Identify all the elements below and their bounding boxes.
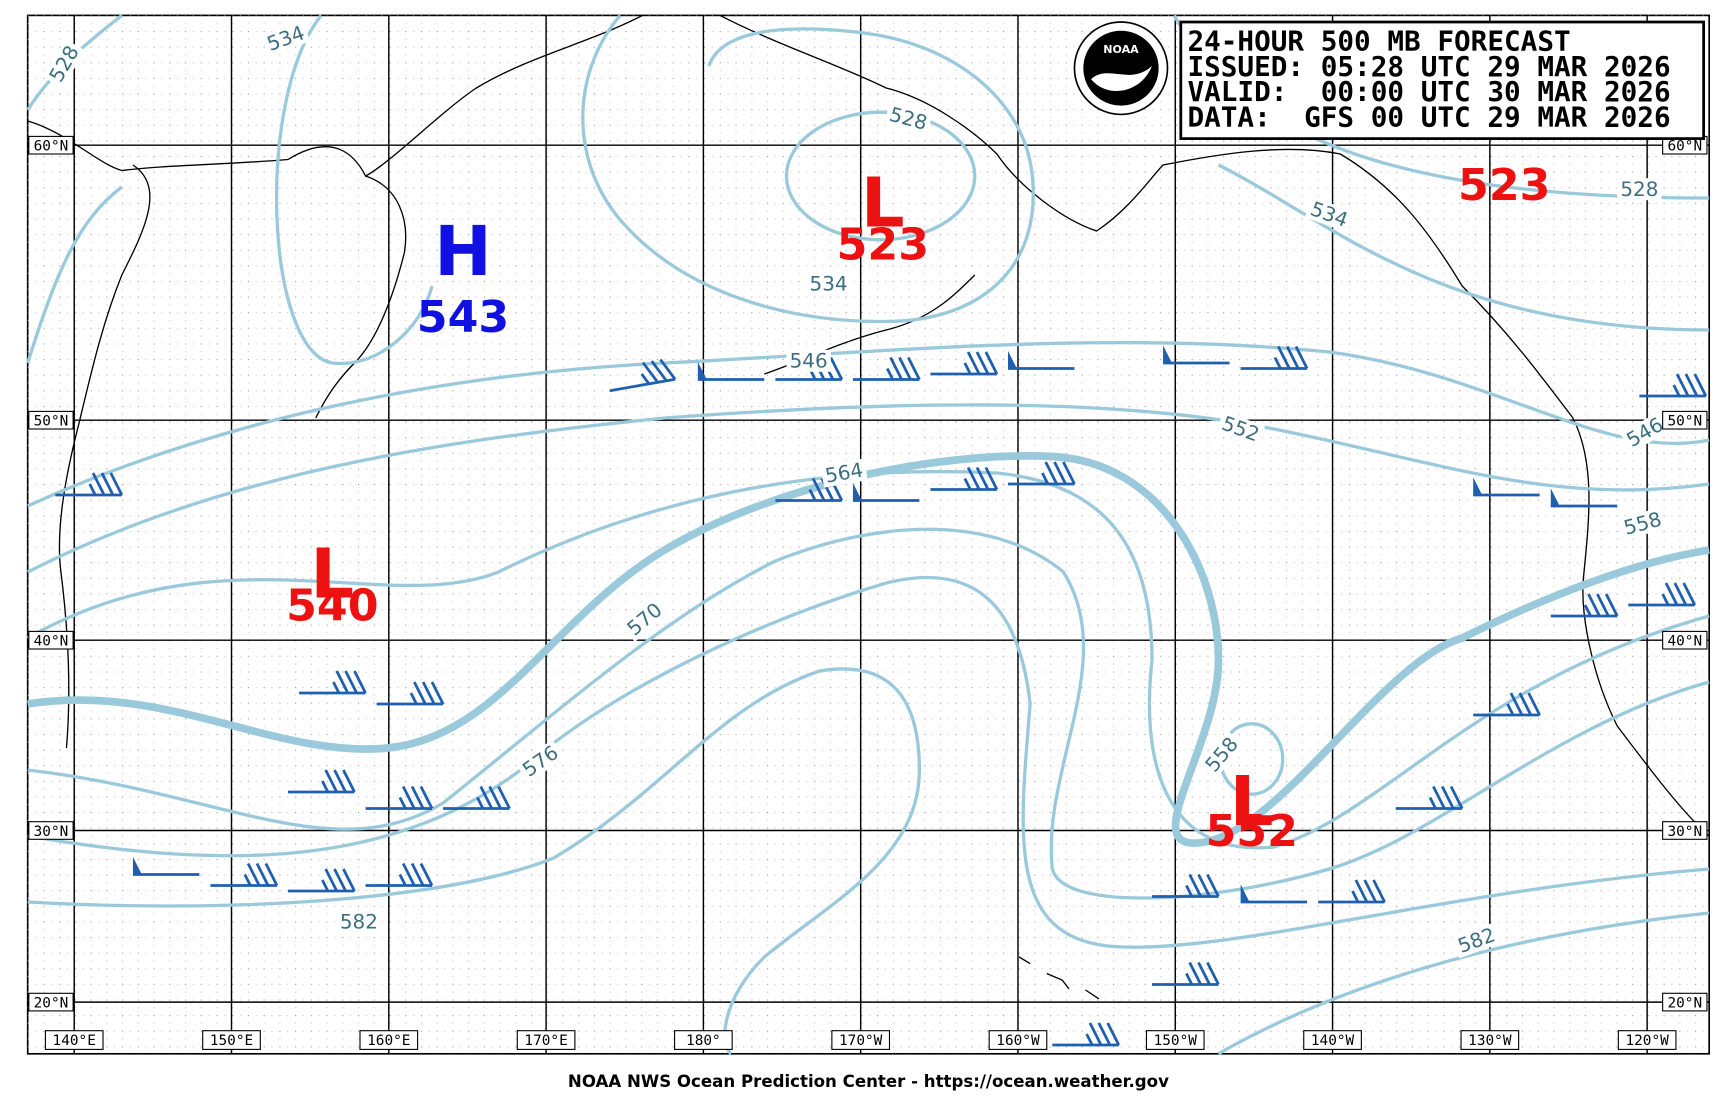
label-box [1662, 630, 1708, 650]
latitude-label: 50°N [1667, 414, 1702, 430]
label-box [1303, 1030, 1362, 1050]
label-gap [806, 272, 851, 295]
label-box [44, 1030, 104, 1050]
label-box [988, 1030, 1048, 1050]
label-box [28, 410, 74, 430]
longitude-label: 150°W [1154, 1033, 1198, 1049]
contour-labels: 5285345285345465525645705765825585825345… [43, 20, 1670, 959]
label-box [28, 135, 74, 155]
latitude-label: 20°N [34, 996, 69, 1012]
label-gap [786, 349, 831, 372]
label-gap [1216, 411, 1266, 447]
longitude-label: 140°W [1311, 1033, 1355, 1049]
label-gap [1451, 922, 1502, 959]
label-gap [336, 910, 382, 933]
contour-label: 546 [790, 349, 828, 372]
label-box [1662, 821, 1708, 840]
longitude-label: 180° [686, 1033, 721, 1049]
center-value: 552 [1205, 806, 1297, 857]
label-gap [516, 739, 566, 783]
latitude-label: 60°N [34, 139, 69, 155]
header-line: ISSUED: 05:28 UTC 29 MAR 2026 [1187, 50, 1670, 83]
longitude-label: 170°E [524, 1033, 567, 1049]
label-gap [261, 20, 311, 57]
label-box [1662, 410, 1708, 430]
coastlines [27, 14, 1710, 1000]
contour-label: 534 [810, 272, 848, 295]
header-line: VALID: 00:00 UTC 30 MAR 2026 [1187, 75, 1670, 108]
label-box [1460, 1030, 1520, 1050]
center-value: 540 [286, 581, 378, 632]
latitude-label: 40°N [1667, 634, 1702, 650]
longitude-label: 170°W [839, 1033, 883, 1049]
latitude-label: 50°N [34, 414, 69, 430]
label-box [831, 1030, 891, 1050]
longitude-label: 130°W [1468, 1033, 1512, 1049]
latitude-label: 40°N [34, 634, 69, 650]
latitude-label: 30°N [34, 824, 69, 840]
longitude-label: 150°E [210, 1033, 253, 1049]
label-gap [1620, 411, 1670, 453]
center-letter: L [861, 164, 905, 244]
header-line: 24-HOUR 500 MB FORECAST [1187, 25, 1570, 58]
latitude-label: 20°N [1667, 996, 1702, 1012]
label-box [28, 992, 74, 1012]
height-contours [26, 14, 1710, 1056]
label-gap [1617, 178, 1662, 201]
header-box: 24-HOUR 500 MB FORECAST ISSUED: 05:28 UT… [1179, 20, 1706, 140]
longitude-label: 120°W [1625, 1033, 1669, 1049]
center-value: 523 [1458, 160, 1550, 211]
logo-text: NOAA [1103, 43, 1139, 56]
center-value: 543 [417, 292, 509, 343]
latitude-label: 30°N [1667, 824, 1702, 840]
label-box [1145, 1030, 1205, 1050]
label-box [202, 1030, 261, 1050]
label-gap [620, 596, 669, 642]
label-gap [43, 39, 85, 89]
longitude-label: 140°E [53, 1033, 96, 1049]
label-box [674, 1030, 733, 1050]
longitude-label: 160°E [367, 1033, 410, 1049]
center-letter: H [434, 212, 491, 292]
contour-label: 582 [340, 910, 378, 933]
label-gap [1199, 730, 1245, 779]
label-gap [820, 458, 868, 488]
longitude-label: 160°W [996, 1033, 1040, 1049]
footer: NOAA NWS Ocean Prediction Center - https… [568, 1072, 1169, 1091]
center-letter: L [310, 535, 354, 615]
noaa-logo: NOAA [1073, 21, 1169, 116]
label-box [28, 630, 74, 650]
center-value: 523 [837, 220, 929, 271]
latitude-label: 60°N [1667, 139, 1702, 155]
contour-label: 528 [1620, 178, 1658, 201]
label-box [1617, 1030, 1677, 1050]
longitude-labels: 140°E 150°E 160°E 170°E 180° 170°W 160°W 150°W 1… [44, 1030, 1677, 1050]
label-box [1662, 992, 1708, 1012]
header-line: DATA: GFS 00 UTC 29 MAR 2026 [1187, 101, 1670, 134]
label-box [28, 821, 74, 840]
latitude-labels: 60°N 60°N 50°N 50°N 40°N 40°N 30°N 30°N 20°N 20°N [28, 135, 1708, 1012]
center-letter: L [1230, 762, 1274, 842]
label-box [359, 1030, 419, 1050]
label-box [516, 1030, 576, 1050]
label-gap [1304, 196, 1354, 233]
